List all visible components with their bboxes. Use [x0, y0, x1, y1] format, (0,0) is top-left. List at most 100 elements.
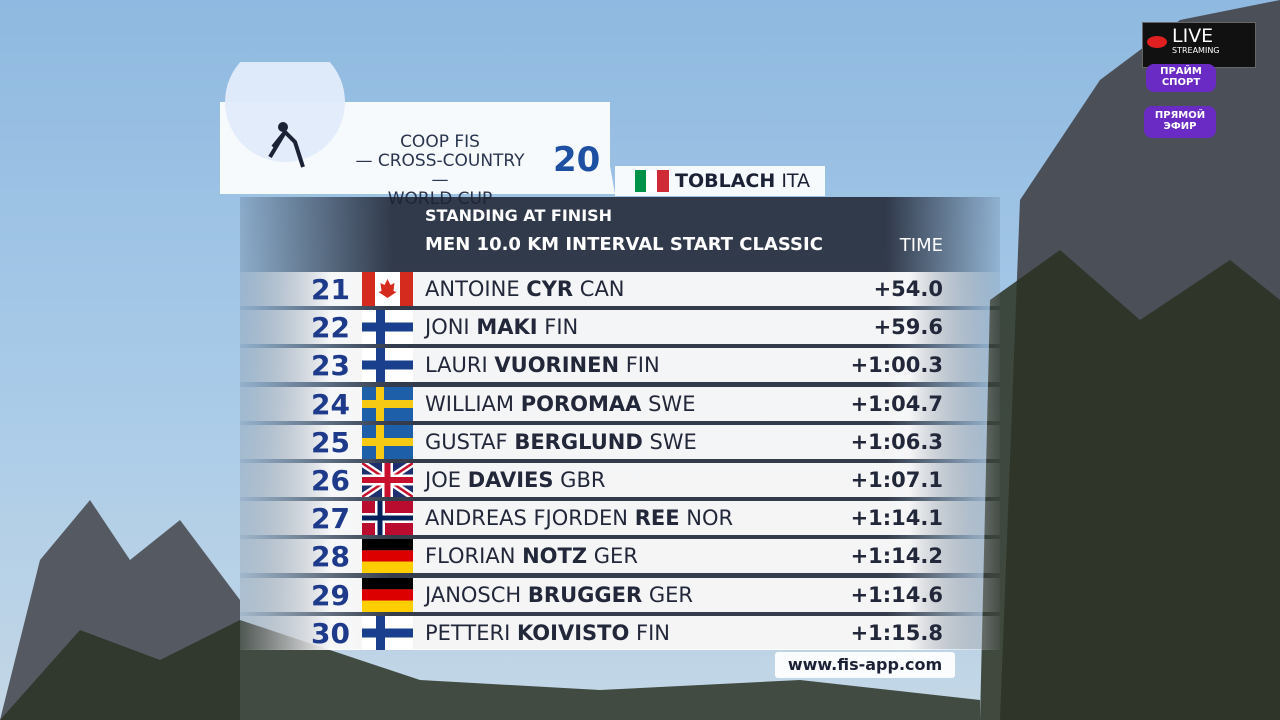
title-line: — CROSS-COUNTRY —: [355, 151, 525, 190]
tour-de-ski-logo: 20: [553, 140, 601, 180]
result-row: 24 WILLIAM POROMAA SWE +1:04.7: [240, 386, 1000, 421]
venue-nation: ITA: [781, 170, 811, 192]
flag: [635, 170, 669, 192]
nation: NOR: [686, 506, 734, 531]
flag: [362, 539, 413, 573]
last-name: REE: [634, 506, 680, 531]
channel-badge: ПРАЙМ СПОРТ: [1146, 64, 1216, 92]
last-name: BERGLUND: [514, 429, 643, 454]
rank: 25: [311, 425, 350, 459]
time: +59.6: [873, 315, 943, 340]
nation: FIN: [636, 620, 671, 645]
tree-silhouette: [980, 250, 1280, 720]
nation: CAN: [579, 277, 625, 301]
badge-line: ЭФИР: [1163, 121, 1197, 132]
time: +1:00.3: [850, 353, 943, 378]
athlete: JANOSCH BRUGGER GER: [425, 583, 693, 607]
first-name: GUSTAF: [425, 429, 508, 454]
last-name: NOTZ: [522, 544, 588, 569]
athlete: JONI MAKI FIN: [425, 315, 578, 339]
streaming-text: STREAMING: [1172, 46, 1220, 55]
flag: [362, 387, 413, 421]
first-name: WILLIAM: [425, 391, 515, 416]
live-text: LIVE: [1172, 25, 1214, 47]
status: STANDING AT FINISH: [425, 206, 613, 225]
time: +1:15.8: [850, 620, 943, 645]
rank: 30: [311, 616, 350, 650]
event-name: MEN 10.0 KM INTERVAL START CLASSIC: [425, 234, 823, 255]
result-row: 25 GUSTAF BERGLUND SWE +1:06.3: [240, 424, 1000, 459]
time: +1:14.1: [850, 506, 943, 531]
rank: 22: [311, 311, 350, 345]
flag: [362, 272, 413, 306]
athlete: ANDREAS FJORDEN REE NOR: [425, 506, 733, 530]
flag: [362, 578, 413, 612]
badge-line: ПРАЙМ: [1160, 66, 1202, 77]
athlete: FLORIAN NOTZ GER: [425, 544, 638, 568]
time: +1:04.7: [850, 391, 943, 416]
nation: SWE: [649, 429, 697, 454]
first-name: ANTOINE: [425, 277, 520, 301]
title-line: COOP FIS: [400, 132, 480, 152]
time: +54.0: [873, 277, 943, 301]
time: +1:07.1: [850, 468, 943, 492]
flag: [362, 463, 413, 497]
result-row: 28 FLORIAN NOTZ GER +1:14.2: [240, 539, 1000, 574]
time: +1:14.2: [850, 544, 943, 569]
time: +1:14.6: [850, 582, 943, 607]
athlete: PETTERI KOIVISTO FIN: [425, 621, 670, 645]
last-name: CYR: [526, 277, 574, 301]
flag: [362, 501, 413, 535]
last-name: BRUGGER: [527, 582, 643, 607]
last-name: MAKI: [476, 315, 538, 340]
flag: [362, 348, 413, 382]
first-name: JANOSCH: [425, 582, 522, 607]
flag: [362, 616, 413, 650]
nation: GER: [593, 544, 638, 569]
venue: TOBLACH ITA: [675, 170, 810, 192]
live-air-badge: ПРЯМОЙ ЭФИР: [1144, 106, 1216, 138]
time: +1:06.3: [850, 429, 943, 454]
rank: 23: [311, 349, 350, 383]
result-row: 23 LAURI VUORINEN FIN +1:00.3: [240, 348, 1000, 383]
rank: 26: [311, 464, 350, 497]
first-name: PETTERI: [425, 620, 511, 645]
rank: 21: [311, 273, 350, 306]
first-name: LAURI: [425, 353, 488, 378]
athlete: GUSTAF BERGLUND SWE: [425, 430, 697, 454]
result-row: 26 JOE DAVIES GBR +1:07.1: [240, 463, 1000, 497]
first-name: FLORIAN: [425, 544, 516, 569]
badge-line: ПРЯМОЙ: [1154, 110, 1206, 121]
url: www.fis-app.com: [775, 652, 955, 678]
rank: 28: [311, 540, 350, 574]
athlete: ANTOINE CYR CAN: [425, 277, 625, 301]
athlete: JOE DAVIES GBR: [425, 468, 605, 492]
nation: FIN: [625, 353, 660, 378]
rank: 29: [311, 578, 350, 612]
athlete: WILLIAM POROMAA SWE: [425, 392, 695, 416]
live-dot: [1147, 36, 1167, 48]
result-row: 29 JANOSCH BRUGGER GER +1:14.6: [240, 577, 1000, 612]
result-row: 30 PETTERI KOIVISTO FIN +1:15.8: [240, 615, 1000, 650]
world-cup-logo: [220, 62, 615, 194]
badge-line: СПОРТ: [1161, 77, 1201, 88]
last-name: POROMAA: [520, 391, 642, 416]
nation: GBR: [560, 468, 606, 492]
column-header: TIME: [899, 235, 943, 256]
last-name: KOIVISTO: [516, 620, 630, 645]
last-name: VUORINEN: [494, 353, 620, 378]
first-name: ANDREAS FJORDEN: [425, 506, 629, 531]
nation: GER: [648, 582, 693, 607]
venue-name: TOBLACH: [675, 170, 776, 192]
last-name: DAVIES: [467, 468, 554, 492]
nation: FIN: [544, 315, 579, 340]
result-row: 21 ANTOINE CYR CAN +54.0: [240, 272, 1000, 306]
nation: SWE: [648, 391, 696, 416]
flag: [362, 425, 413, 459]
result-row: 27 ANDREAS FJORDEN REE NOR +1:14.1: [240, 501, 1000, 536]
rank: 24: [311, 387, 350, 421]
first-name: JOE: [425, 468, 461, 492]
first-name: JONI: [425, 315, 470, 340]
athlete: LAURI VUORINEN FIN: [425, 353, 660, 377]
